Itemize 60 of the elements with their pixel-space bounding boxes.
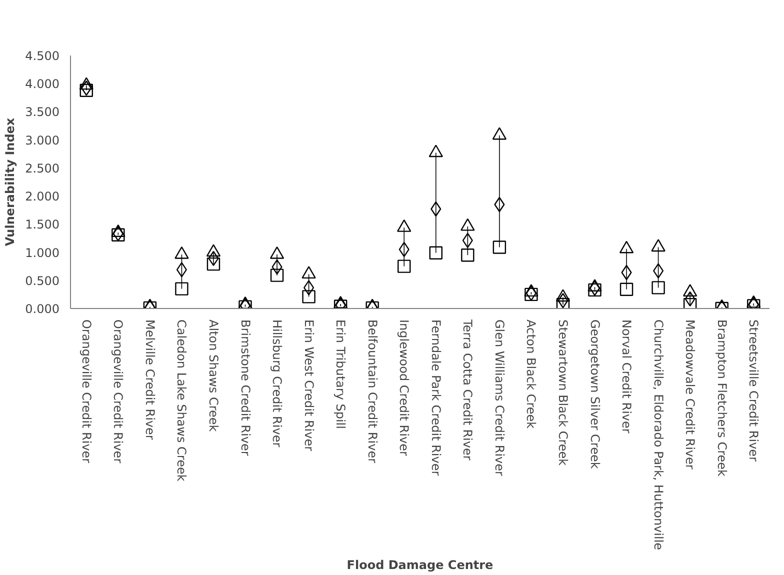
point [492,240,506,254]
point [461,248,474,262]
x-tick-label: Streetsville Credit River [746,320,761,462]
y-tick-label: 4.000 [25,77,60,92]
x-tick-label: Stewartown Black Creek [556,320,570,466]
x-tick-label: Brimstone Credit River [238,320,252,456]
point [460,218,475,231]
x-tick-label: Orangeville Credit River [111,320,126,464]
y-tick-label: 3.000 [25,133,60,148]
x-tick-label: Alton Shaws Creek [206,320,220,432]
point [206,244,221,257]
point [272,259,282,274]
point [302,266,316,279]
point [620,282,634,296]
point [174,246,189,259]
x-tick-label: Churchville, Eldorado Park, Huttonville [651,320,666,550]
x-tick-label: Ferndale Park Credit River [428,320,443,476]
x-tick-label: Erin West Credit River [302,320,316,452]
x-tick-label: Meadowvale Credit River [683,320,698,470]
point [619,240,634,254]
y-axis-title: Vulnerability Index [3,118,18,246]
x-axis-title: Flood Damage Centre [346,558,494,572]
point [653,263,664,278]
y-tick-label: 1.500 [25,218,60,232]
x-tick-label: Brampton Fletchers Creek [714,320,729,477]
x-tick-label: Belfountain Credit River [365,320,380,464]
x-tick-label: Georgetown Silver Creek [588,320,602,469]
x-tick-label: Acton Black Creek [524,320,538,429]
x-tick-label: Glen Williams Credit River [492,320,506,476]
point [588,279,602,292]
point [81,80,92,96]
point [111,224,126,237]
point [397,219,412,232]
x-tick-label: Orangeville Credit River [79,320,94,464]
x-tick-label: Norval Credit River [620,320,634,434]
x-tick-label: Melville Credit River [142,320,157,440]
point [270,268,284,282]
y-tick-label: 3.500 [25,105,60,120]
y-tick-label: 0.000 [25,302,60,316]
point [556,289,570,302]
x-tick-label: Hillsburg Credit River [270,320,284,448]
point [206,257,220,271]
x-tick-label: Erin Tributary Spill [334,320,348,429]
y-tick-label: 2.000 [25,190,60,204]
y-tick-label: 2.500 [25,161,60,176]
point [80,84,93,97]
point [175,282,188,296]
x-tick-label: Caledon Lake Shaws Creek [174,320,189,482]
y-tick-label: 1.000 [25,246,60,260]
y-tick-label: 4.500 [25,49,60,63]
y-tick-label: 0.500 [25,274,60,288]
x-tick-label: Terra Cotta Credit River [460,318,475,460]
point [651,239,666,252]
point [429,246,442,260]
point [524,284,538,297]
point [270,246,284,259]
point [682,284,698,297]
x-tick-label: Inglewood Credit River [397,320,412,456]
point [176,262,187,278]
point [398,260,411,273]
